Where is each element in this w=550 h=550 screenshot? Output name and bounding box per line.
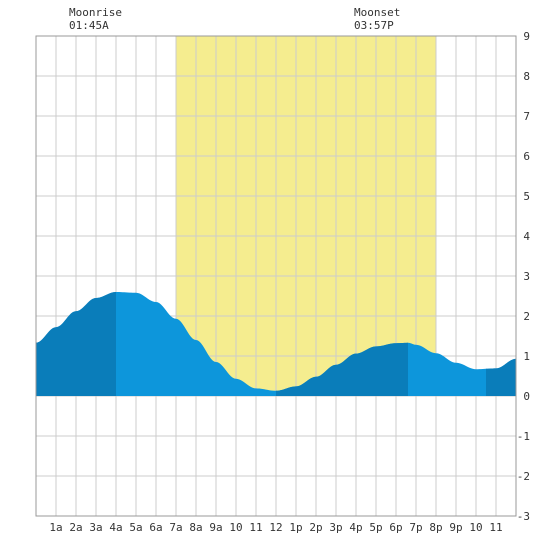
x-tick-label: 6a [149, 521, 162, 534]
x-tick-label: 12 [269, 521, 282, 534]
x-tick-label: 3p [329, 521, 342, 534]
tide-dark-band [276, 342, 408, 396]
x-tick-label: 6p [389, 521, 402, 534]
x-tick-label: 5p [369, 521, 382, 534]
x-tick-label: 8a [189, 521, 202, 534]
x-tick-label: 2p [309, 521, 322, 534]
x-tick-label: 1p [289, 521, 302, 534]
y-tick-label: 9 [523, 30, 530, 43]
x-tick-label: 9a [209, 521, 222, 534]
x-tick-label: 8p [429, 521, 442, 534]
tide-area [36, 292, 516, 396]
y-tick-label: 0 [523, 390, 530, 403]
y-tick-label: -2 [517, 470, 530, 483]
tide-dark-band [486, 358, 516, 396]
y-tick-label: -1 [517, 430, 530, 443]
y-tick-label: 8 [523, 70, 530, 83]
x-axis-labels: 1a 2a 3a 4a 5a 6a 7a 8a 9a 10 11 12 1p 2p 3p 4p 5p 6p 7p 8p… [49, 521, 502, 534]
x-tick-label: 10 [469, 521, 482, 534]
plot-border [35, 35, 517, 517]
y-axis-labels: -3 -2 -1 0 1 2 3 4 5 6 7 8 9 [517, 30, 531, 523]
x-tick-label: 9p [449, 521, 462, 534]
x-tick-label: 11 [489, 521, 502, 534]
x-tick-label: 4a [109, 521, 122, 534]
moonset-time: 03:57P [354, 19, 394, 32]
daylight-band [176, 36, 436, 396]
y-tick-label: 5 [523, 190, 530, 203]
y-tick-label: 2 [523, 310, 530, 323]
x-tick-label: 10 [229, 521, 242, 534]
y-tick-label: 6 [523, 150, 530, 163]
y-tick-label: 4 [523, 230, 530, 243]
x-tick-label: 2a [69, 521, 82, 534]
y-tick-label: 7 [523, 110, 530, 123]
x-tick-label: 7a [169, 521, 182, 534]
x-tick-label: 3a [89, 521, 102, 534]
tide-dark-band [36, 292, 116, 396]
moonrise-time: 01:45A [69, 19, 109, 32]
x-tick-label: 7p [409, 521, 422, 534]
x-tick-label: 1a [49, 521, 62, 534]
x-tick-label: 5a [129, 521, 142, 534]
x-tick-label: 11 [249, 521, 262, 534]
y-tick-label: 3 [523, 270, 530, 283]
moonrise-label: Moonrise [69, 6, 122, 19]
moonset-label: Moonset [354, 6, 400, 19]
y-tick-label: -3 [517, 510, 530, 523]
x-tick-label: 4p [349, 521, 362, 534]
y-tick-label: 1 [523, 350, 530, 363]
